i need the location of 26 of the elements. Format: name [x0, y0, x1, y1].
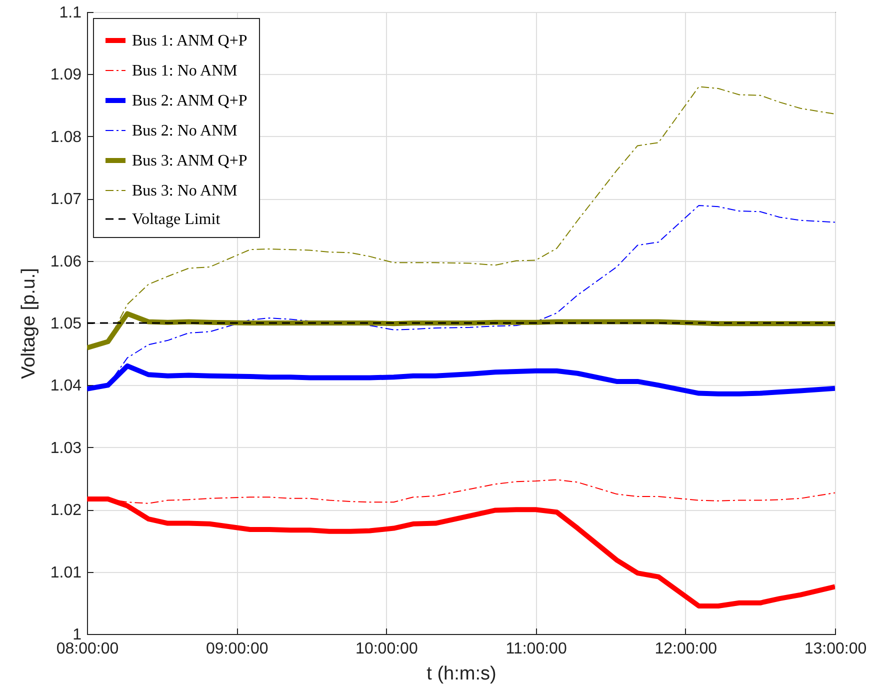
- legend-label: Bus 1: ANM Q+P: [132, 32, 248, 50]
- x-tick-label: 11:00:00: [506, 640, 567, 658]
- legend-label: Bus 3: ANM Q+P: [132, 152, 248, 170]
- y-axis-title: Voltage [p.u.]: [18, 268, 40, 379]
- y-tick-label: 1.02: [50, 502, 82, 520]
- legend-label: Voltage Limit: [132, 211, 221, 228]
- y-tick-label: 1.07: [50, 191, 82, 208]
- x-axis-title: t (h:m:s): [426, 664, 496, 684]
- legend-label: Bus 1: No ANM: [132, 62, 238, 80]
- x-tick-label: 10:00:00: [356, 640, 418, 658]
- legend-label: Bus 2: ANM Q+P: [132, 92, 248, 110]
- y-tick-label: 1.01: [50, 564, 82, 582]
- y-tick-label: 1: [72, 626, 82, 644]
- y-tick-label: 1.08: [50, 128, 82, 146]
- y-tick-label: 1.03: [50, 440, 82, 457]
- y-tick-label: 1.05: [50, 316, 82, 332]
- x-tick-label: 08:00:00: [56, 640, 119, 658]
- y-tick-label: 1.04: [50, 378, 82, 395]
- y-tick-label: 1.09: [50, 66, 82, 84]
- x-tick-label: 12:00:00: [654, 640, 718, 658]
- x-tick-label: 13:00:00: [804, 640, 867, 658]
- legend-label: Bus 3: No ANM: [132, 182, 238, 200]
- legend-label: Bus 2: No ANM: [132, 122, 238, 140]
- y-tick-label: 1.1: [59, 4, 82, 22]
- x-tick-label: 09:00:00: [206, 640, 268, 658]
- y-tick-label: 1.06: [50, 253, 82, 270]
